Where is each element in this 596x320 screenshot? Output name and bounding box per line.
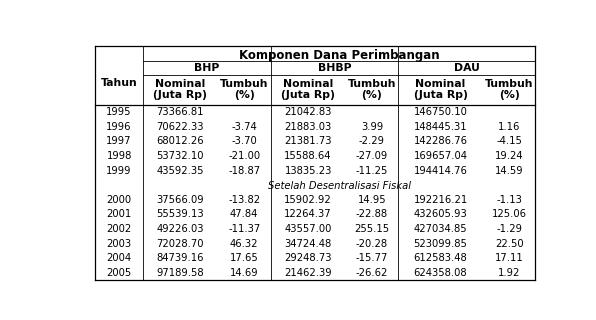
- Text: 1997: 1997: [106, 136, 132, 147]
- Text: -1.13: -1.13: [496, 195, 522, 205]
- Text: -13.82: -13.82: [228, 195, 260, 205]
- Text: -3.74: -3.74: [231, 122, 257, 132]
- Text: 47.84: 47.84: [230, 210, 259, 220]
- Text: 255.15: 255.15: [355, 224, 389, 234]
- Text: 73366.81: 73366.81: [157, 107, 204, 117]
- Text: 523099.85: 523099.85: [414, 239, 467, 249]
- Text: -15.77: -15.77: [356, 253, 388, 263]
- Text: 68012.26: 68012.26: [157, 136, 204, 147]
- Text: 146750.10: 146750.10: [414, 107, 467, 117]
- Text: -4.15: -4.15: [496, 136, 522, 147]
- Text: 125.06: 125.06: [492, 210, 527, 220]
- Text: 34724.48: 34724.48: [284, 239, 332, 249]
- Text: 194414.76: 194414.76: [414, 166, 467, 176]
- Text: 70622.33: 70622.33: [157, 122, 204, 132]
- Text: Nominal
(Juta Rp): Nominal (Juta Rp): [414, 79, 467, 100]
- Text: -27.09: -27.09: [356, 151, 388, 161]
- Text: 2005: 2005: [107, 268, 132, 278]
- Text: Setelah Desentralisasi Fiskal: Setelah Desentralisasi Fiskal: [268, 181, 411, 191]
- Text: 1999: 1999: [106, 166, 132, 176]
- Text: 2004: 2004: [107, 253, 132, 263]
- Text: 15588.64: 15588.64: [284, 151, 332, 161]
- Text: 2002: 2002: [107, 224, 132, 234]
- Text: 17.11: 17.11: [495, 253, 523, 263]
- Text: 1995: 1995: [106, 107, 132, 117]
- Text: 13835.23: 13835.23: [284, 166, 332, 176]
- Text: Tumbuh
(%): Tumbuh (%): [485, 79, 533, 100]
- Text: 142286.76: 142286.76: [414, 136, 467, 147]
- Text: 37566.09: 37566.09: [157, 195, 204, 205]
- Text: -22.88: -22.88: [356, 210, 388, 220]
- Text: 55539.13: 55539.13: [157, 210, 204, 220]
- Text: 169657.04: 169657.04: [414, 151, 467, 161]
- Text: 15902.92: 15902.92: [284, 195, 332, 205]
- Text: 72028.70: 72028.70: [157, 239, 204, 249]
- Text: 84739.16: 84739.16: [157, 253, 204, 263]
- Text: -3.70: -3.70: [231, 136, 257, 147]
- Text: 21381.73: 21381.73: [284, 136, 332, 147]
- Text: -20.28: -20.28: [356, 239, 388, 249]
- Text: 46.32: 46.32: [230, 239, 259, 249]
- Text: Nominal
(Juta Rp): Nominal (Juta Rp): [153, 79, 207, 100]
- Text: 53732.10: 53732.10: [157, 151, 204, 161]
- Text: -1.29: -1.29: [496, 224, 522, 234]
- Text: 624358.08: 624358.08: [414, 268, 467, 278]
- Text: -21.00: -21.00: [228, 151, 260, 161]
- Text: 148445.31: 148445.31: [414, 122, 467, 132]
- Text: -18.87: -18.87: [228, 166, 260, 176]
- Text: 3.99: 3.99: [361, 122, 383, 132]
- Text: 612583.48: 612583.48: [414, 253, 467, 263]
- Text: 43557.00: 43557.00: [284, 224, 332, 234]
- Text: 22.50: 22.50: [495, 239, 523, 249]
- Text: Tumbuh
(%): Tumbuh (%): [220, 79, 268, 100]
- Text: 43592.35: 43592.35: [157, 166, 204, 176]
- Text: 21042.83: 21042.83: [284, 107, 332, 117]
- Text: 432605.93: 432605.93: [414, 210, 467, 220]
- Text: DAU: DAU: [454, 63, 480, 73]
- Text: BHP: BHP: [194, 63, 219, 73]
- Text: 2001: 2001: [107, 210, 132, 220]
- Text: -2.29: -2.29: [359, 136, 385, 147]
- Text: Tahun: Tahun: [101, 78, 138, 88]
- Text: 1.16: 1.16: [498, 122, 520, 132]
- Text: -11.25: -11.25: [356, 166, 388, 176]
- Text: 14.95: 14.95: [358, 195, 386, 205]
- Text: 14.69: 14.69: [230, 268, 259, 278]
- Text: Nominal
(Juta Rp): Nominal (Juta Rp): [281, 79, 335, 100]
- Text: 2000: 2000: [107, 195, 132, 205]
- Text: 21462.39: 21462.39: [284, 268, 332, 278]
- Text: Tumbuh
(%): Tumbuh (%): [347, 79, 396, 100]
- Text: 1996: 1996: [106, 122, 132, 132]
- Text: 19.24: 19.24: [495, 151, 523, 161]
- Text: 14.59: 14.59: [495, 166, 523, 176]
- Text: 1998: 1998: [107, 151, 132, 161]
- Text: 49226.03: 49226.03: [157, 224, 204, 234]
- Text: -26.62: -26.62: [356, 268, 388, 278]
- Text: 97189.58: 97189.58: [157, 268, 204, 278]
- Text: 427034.85: 427034.85: [414, 224, 467, 234]
- Text: 29248.73: 29248.73: [284, 253, 332, 263]
- Text: 1.92: 1.92: [498, 268, 520, 278]
- Text: 192216.21: 192216.21: [414, 195, 468, 205]
- Text: 12264.37: 12264.37: [284, 210, 332, 220]
- Text: BHBP: BHBP: [318, 63, 351, 73]
- Text: Komponen Dana Perimbangan: Komponen Dana Perimbangan: [239, 49, 439, 61]
- Text: 2003: 2003: [107, 239, 132, 249]
- Text: -11.37: -11.37: [228, 224, 260, 234]
- Text: 17.65: 17.65: [230, 253, 259, 263]
- Text: 21883.03: 21883.03: [284, 122, 332, 132]
